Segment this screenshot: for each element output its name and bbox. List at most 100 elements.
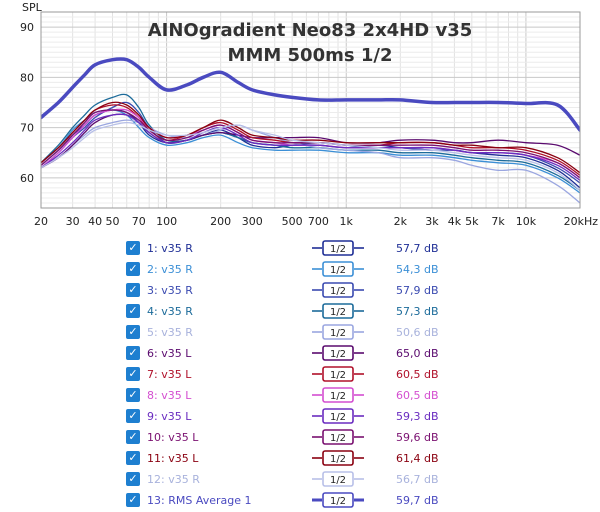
legend-line-swatch[interactable]: 1/2 [312, 450, 364, 466]
series-line-4 [41, 93, 580, 192]
legend-series-value: 60,5 dB [396, 389, 439, 402]
legend-series-name: 8: v35 L [147, 389, 192, 402]
legend-series-name: 10: v35 L [147, 431, 199, 444]
x-tick-label: 30 [66, 215, 80, 228]
legend-series-name: 4: v35 R [147, 305, 193, 318]
legend-smoothing-label: 1/2 [330, 307, 346, 318]
legend-series-value: 57,9 dB [396, 284, 439, 297]
x-tick-label: 300 [242, 215, 263, 228]
legend-series-name: 11: v35 L [147, 452, 199, 465]
legend-smoothing-label: 1/2 [330, 286, 346, 297]
legend-line-swatch[interactable]: 1/2 [312, 429, 364, 445]
legend-series-name: 2: v35 R [147, 263, 193, 276]
x-tick-label: 5k [465, 215, 479, 228]
legend-series-name: 5: v35 R [147, 326, 193, 339]
legend-row[interactable]: ✓ 4: v35 R 1/2 57,3 dB [126, 303, 466, 321]
legend-smoothing-label: 1/2 [330, 391, 346, 402]
legend-smoothing-label: 1/2 [330, 328, 346, 339]
legend-checkbox[interactable]: ✓ [126, 346, 140, 360]
legend-series-value: 56,7 dB [396, 473, 439, 486]
x-tick-label: 10k [516, 215, 537, 228]
series-line-1 [41, 109, 580, 189]
legend-row[interactable]: ✓ 1: v35 R 1/2 57,7 dB [126, 240, 466, 258]
legend-line-swatch[interactable]: 1/2 [312, 240, 364, 256]
legend-row[interactable]: ✓ 5: v35 R 1/2 50,6 dB [126, 324, 466, 342]
legend-checkbox[interactable]: ✓ [126, 283, 140, 297]
legend-series-name: 7: v35 L [147, 368, 192, 381]
chart-grid [40, 11, 581, 209]
legend-series-value: 60,5 dB [396, 368, 439, 381]
x-tick-label: 7k [491, 215, 505, 228]
series-line-9 [41, 113, 580, 182]
legend-checkbox[interactable]: ✓ [126, 430, 140, 444]
x-tick-label: 2k [394, 215, 408, 228]
legend-checkbox[interactable]: ✓ [126, 388, 140, 402]
legend-line-swatch[interactable]: 1/2 [312, 471, 364, 487]
legend-series-value: 59,3 dB [396, 410, 439, 423]
legend-checkbox[interactable]: ✓ [126, 325, 140, 339]
x-tick-label: 70 [132, 215, 146, 228]
chart-series [41, 57, 580, 204]
y-tick-label: 80 [20, 71, 34, 84]
legend-series-name: 12: v35 R [147, 473, 200, 486]
series-line-7 [41, 104, 580, 176]
x-tick-label: 40 [88, 215, 102, 228]
legend-line-swatch[interactable]: 1/2 [312, 408, 364, 424]
legend-line-swatch[interactable]: 1/2 [312, 324, 364, 340]
x-tick-label: 20kHz [564, 215, 599, 228]
legend-checkbox[interactable]: ✓ [126, 472, 140, 486]
y-tick-label: 70 [20, 122, 34, 135]
legend-checkbox[interactable]: ✓ [126, 367, 140, 381]
legend-smoothing-label: 1/2 [330, 370, 346, 381]
y-tick-label: 60 [20, 172, 34, 185]
legend-smoothing-label: 1/2 [330, 454, 346, 465]
x-tick-label: 500 [282, 215, 303, 228]
legend-row[interactable]: ✓ 7: v35 L 1/2 60,5 dB [126, 366, 466, 384]
legend-smoothing-label: 1/2 [330, 412, 346, 423]
x-tick-label: 50 [105, 215, 119, 228]
legend-series-value: 57,7 dB [396, 242, 439, 255]
legend-series-name: 1: v35 R [147, 242, 193, 255]
legend-row[interactable]: ✓ 6: v35 L 1/2 65,0 dB [126, 345, 466, 363]
legend-row[interactable]: ✓ 11: v35 L 1/2 61,4 dB [126, 450, 466, 468]
legend-smoothing-label: 1/2 [330, 265, 346, 276]
legend-line-swatch[interactable]: 1/2 [312, 282, 364, 298]
legend-line-swatch[interactable]: 1/2 [312, 261, 364, 277]
legend-row[interactable]: ✓ 12: v35 R 1/2 56,7 dB [126, 471, 466, 489]
legend-series-name: 13: RMS Average 1 [147, 494, 252, 507]
legend-checkbox[interactable]: ✓ [126, 304, 140, 318]
legend-line-swatch[interactable]: 1/2 [312, 303, 364, 319]
y-tick-label: 90 [20, 21, 34, 34]
legend-checkbox[interactable]: ✓ [126, 451, 140, 465]
legend-row[interactable]: ✓ 10: v35 L 1/2 59,6 dB [126, 429, 466, 447]
x-tick-label: 100 [156, 215, 177, 228]
legend-checkbox[interactable]: ✓ [126, 493, 140, 507]
x-tick-label: 3k [425, 215, 439, 228]
legend-line-swatch[interactable]: 1/2 [312, 492, 364, 508]
series-line-10 [41, 109, 580, 179]
legend-checkbox[interactable]: ✓ [126, 409, 140, 423]
plot-frame [40, 11, 581, 209]
legend-series-name: 3: v35 R [147, 284, 193, 297]
legend-row[interactable]: ✓ 13: RMS Average 1 1/2 59,7 dB [126, 492, 466, 510]
legend-series-value: 50,6 dB [396, 326, 439, 339]
legend-series-value: 65,0 dB [396, 347, 439, 360]
chart-subtitle: MMM 500ms 1/2 [228, 45, 393, 66]
legend-line-swatch[interactable]: 1/2 [312, 366, 364, 382]
legend-checkbox[interactable]: ✓ [126, 241, 140, 255]
legend-line-swatch[interactable]: 1/2 [312, 345, 364, 361]
legend-row[interactable]: ✓ 9: v35 L 1/2 59,3 dB [126, 408, 466, 426]
legend-row[interactable]: ✓ 2: v35 R 1/2 54,3 dB [126, 261, 466, 279]
legend-series-value: 59,6 dB [396, 431, 439, 444]
legend-row[interactable]: ✓ 3: v35 R 1/2 57,9 dB [126, 282, 466, 300]
legend-row[interactable]: ✓ 8: v35 L 1/2 60,5 dB [126, 387, 466, 405]
legend-series-value: 59,7 dB [396, 494, 439, 507]
legend-series-name: 9: v35 L [147, 410, 192, 423]
legend-line-swatch[interactable]: 1/2 [312, 387, 364, 403]
y-axis-label: SPL [22, 1, 43, 14]
legend-checkbox[interactable]: ✓ [126, 262, 140, 276]
chart-axes: 20 30 40 50 70 100 200 300 500 700 1k 2k 3k 4k 5k 7k 10k… [20, 21, 598, 228]
series-line-12 [41, 121, 580, 192]
x-tick-label: 1k [340, 215, 354, 228]
